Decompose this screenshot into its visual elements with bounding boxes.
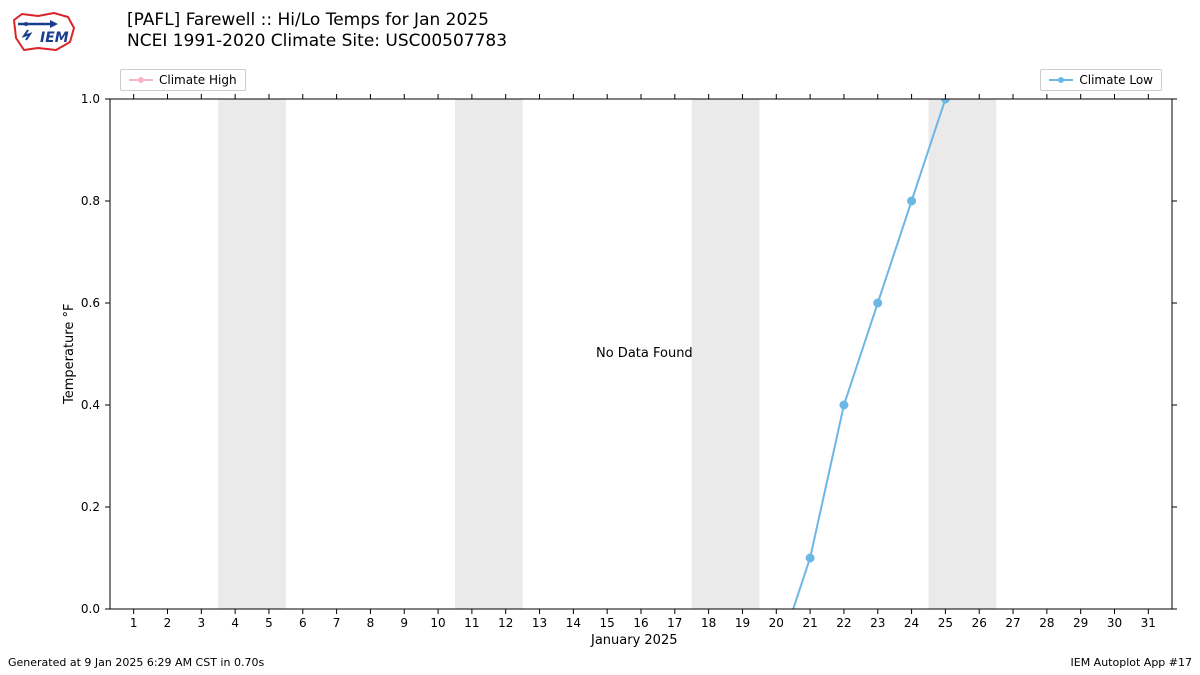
svg-text:30: 30: [1107, 616, 1122, 630]
svg-text:0.8: 0.8: [81, 194, 100, 208]
plot-area: 0.00.20.40.60.81.01234567891011121314151…: [0, 0, 1200, 675]
legend-low-label: Climate Low: [1079, 73, 1153, 87]
legend-climate-high: Climate High: [120, 69, 246, 91]
svg-text:31: 31: [1141, 616, 1156, 630]
svg-text:16: 16: [633, 616, 648, 630]
svg-text:24: 24: [904, 616, 919, 630]
svg-text:0.0: 0.0: [81, 602, 100, 616]
svg-text:3: 3: [197, 616, 205, 630]
svg-text:29: 29: [1073, 616, 1088, 630]
svg-text:12: 12: [498, 616, 513, 630]
svg-text:13: 13: [532, 616, 547, 630]
svg-text:26: 26: [972, 616, 987, 630]
svg-text:0.2: 0.2: [81, 500, 100, 514]
x-axis-label: January 2025: [591, 633, 678, 648]
svg-text:19: 19: [735, 616, 750, 630]
svg-text:0.4: 0.4: [81, 398, 100, 412]
svg-text:1.0: 1.0: [81, 92, 100, 106]
svg-text:28: 28: [1039, 616, 1054, 630]
svg-text:18: 18: [701, 616, 716, 630]
svg-text:6: 6: [299, 616, 307, 630]
svg-text:0.6: 0.6: [81, 296, 100, 310]
svg-text:20: 20: [769, 616, 784, 630]
svg-text:5: 5: [265, 616, 273, 630]
svg-text:25: 25: [938, 616, 953, 630]
svg-text:14: 14: [566, 616, 581, 630]
svg-text:8: 8: [367, 616, 375, 630]
svg-text:22: 22: [836, 616, 851, 630]
no-data-text: No Data Found: [596, 346, 693, 361]
svg-text:11: 11: [464, 616, 479, 630]
svg-text:9: 9: [400, 616, 408, 630]
legend-high-label: Climate High: [159, 73, 237, 87]
y-axis-label: Temperature °F: [62, 304, 77, 404]
footer-generated: Generated at 9 Jan 2025 6:29 AM CST in 0…: [8, 656, 264, 669]
svg-text:1: 1: [130, 616, 138, 630]
svg-text:17: 17: [667, 616, 682, 630]
svg-text:10: 10: [430, 616, 445, 630]
footer-appid: IEM Autoplot App #17: [1071, 656, 1193, 669]
legend-climate-low: Climate Low: [1040, 69, 1162, 91]
svg-text:2: 2: [164, 616, 172, 630]
svg-text:15: 15: [600, 616, 615, 630]
svg-text:23: 23: [870, 616, 885, 630]
svg-text:7: 7: [333, 616, 341, 630]
svg-text:27: 27: [1005, 616, 1020, 630]
svg-text:4: 4: [231, 616, 239, 630]
svg-text:21: 21: [802, 616, 817, 630]
